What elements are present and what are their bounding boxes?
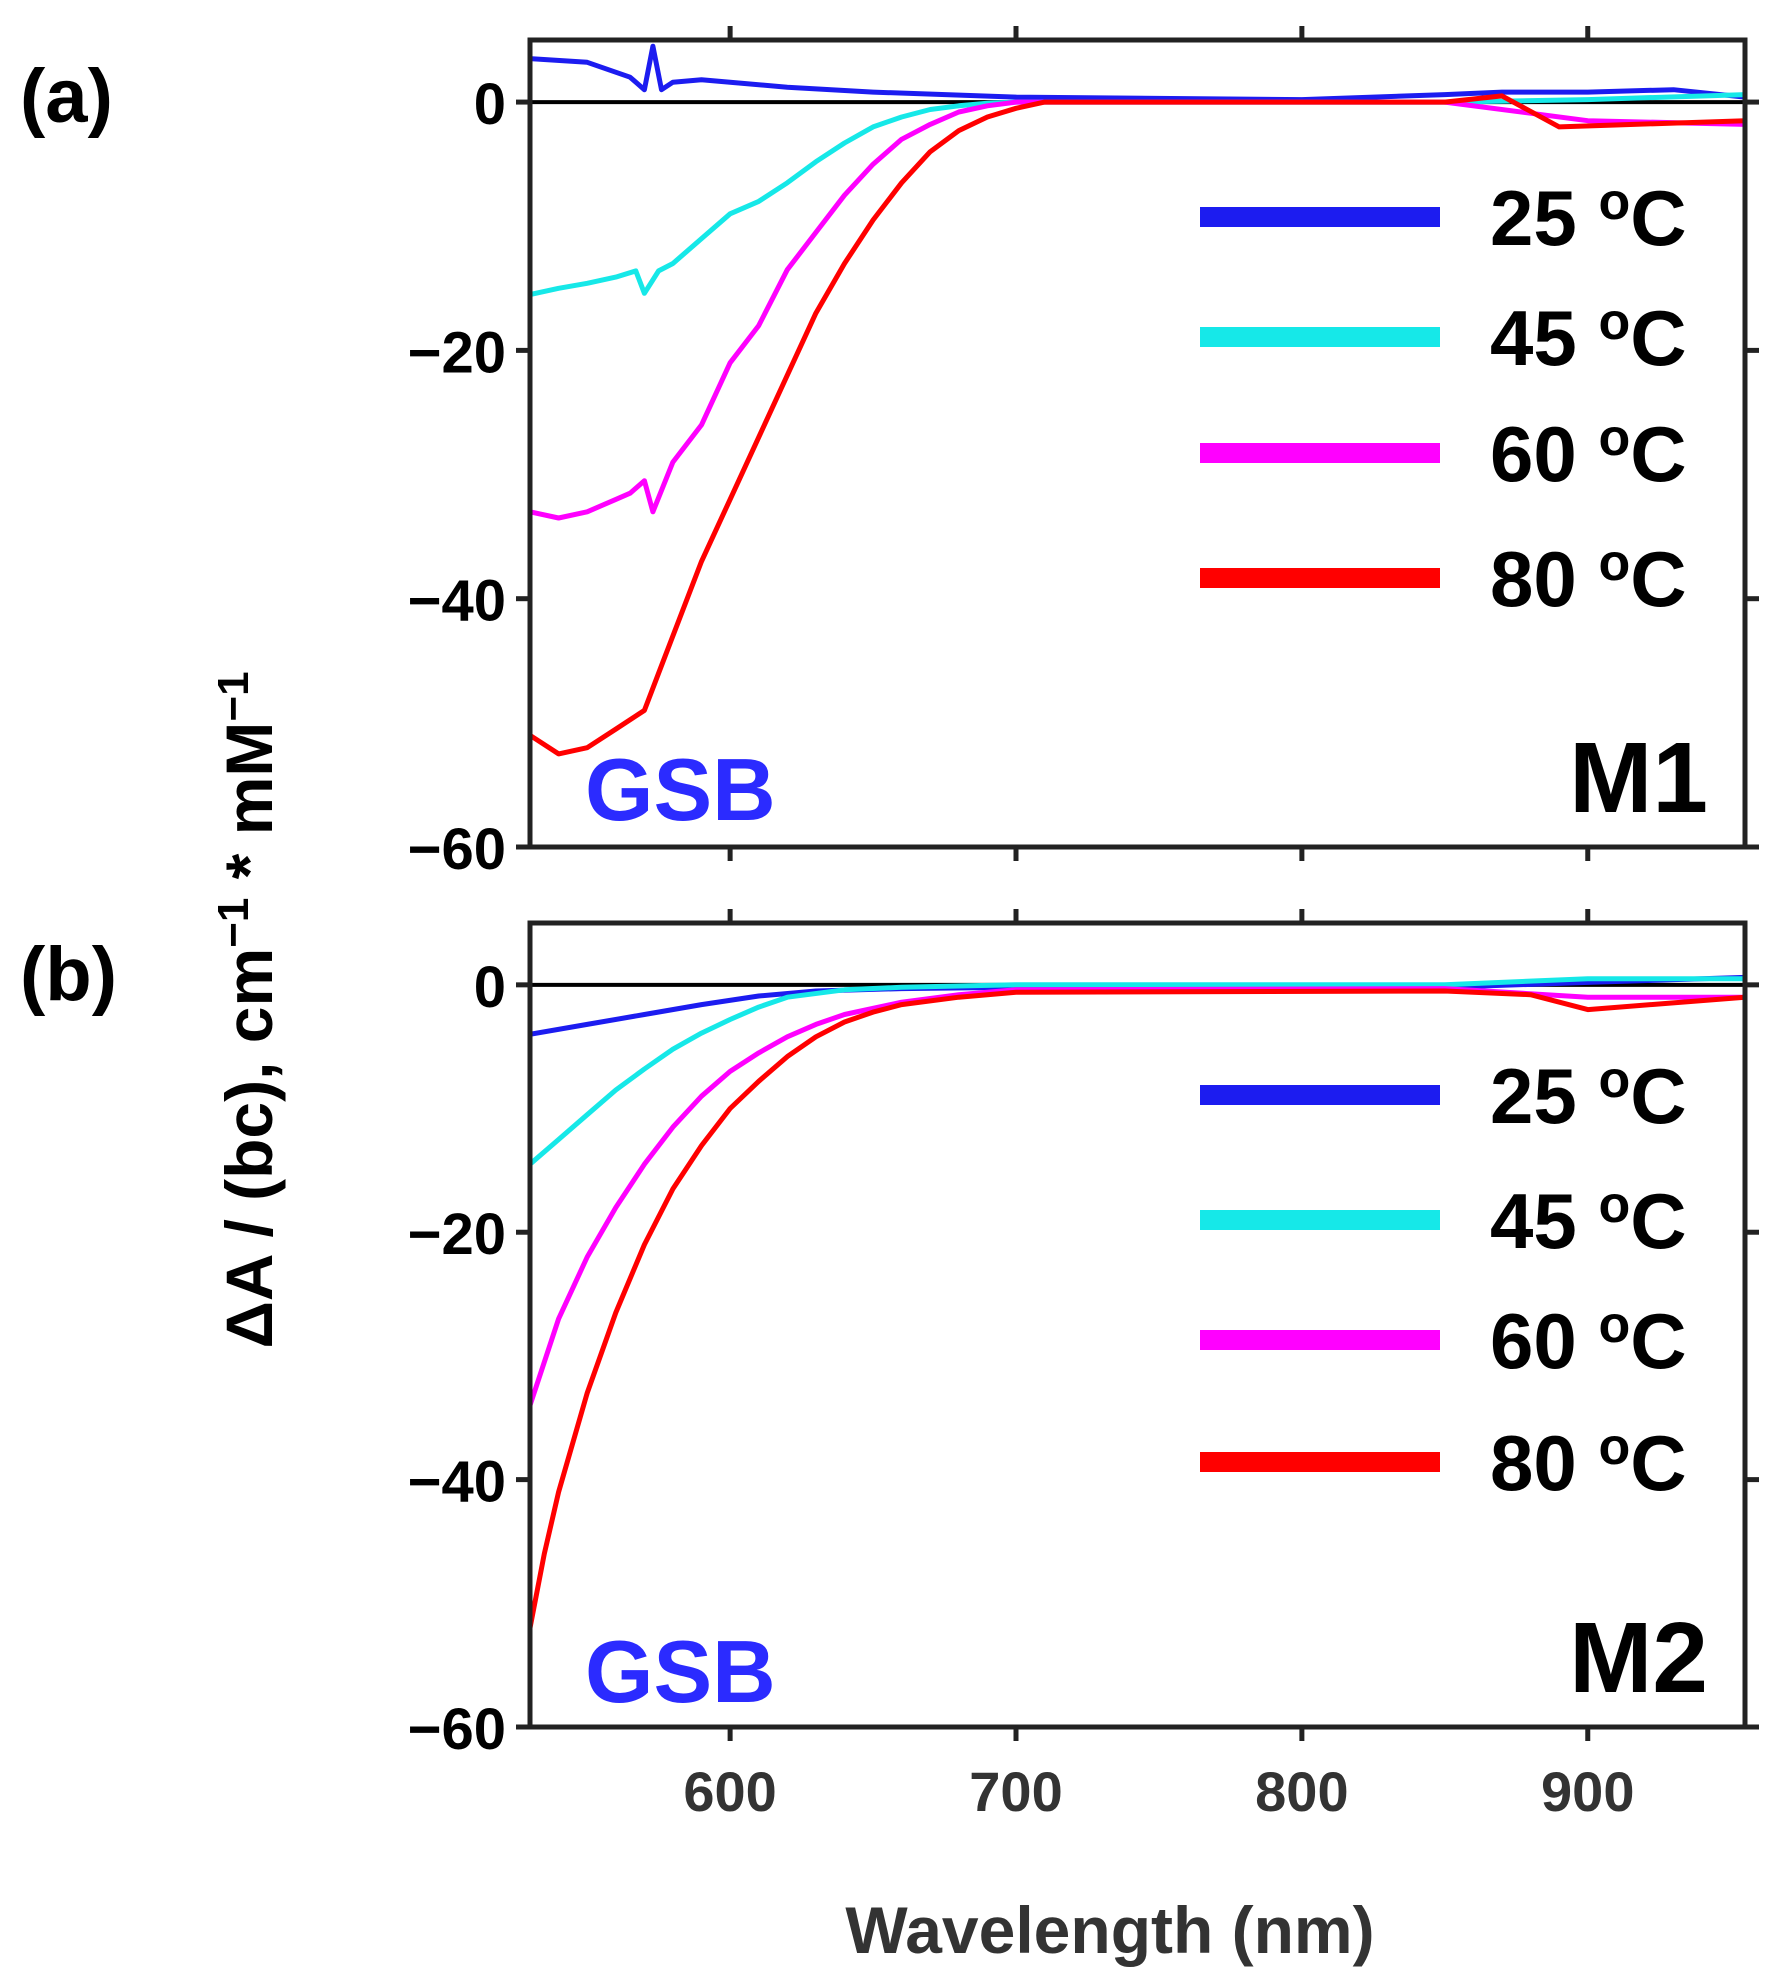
legend-unit: C bbox=[1630, 1177, 1686, 1265]
sample-label-a: M1 bbox=[1569, 722, 1708, 834]
y-tick-label: −40 bbox=[408, 1450, 506, 1515]
y-tick-label: 0 bbox=[474, 72, 506, 137]
legend-temp: 45 bbox=[1490, 1177, 1598, 1265]
legend-label-45C: 45 oC bbox=[1490, 293, 1687, 382]
legend-temp: 80 bbox=[1490, 1419, 1598, 1507]
legend-temp: 45 bbox=[1490, 294, 1598, 382]
legend-unit: C bbox=[1630, 294, 1686, 382]
legend-unit: C bbox=[1630, 1297, 1686, 1385]
series-line-80C bbox=[530, 988, 1745, 1629]
x-axis-label: Wavelength (nm) bbox=[845, 1893, 1374, 1967]
legend-label-80C: 80 oC bbox=[1490, 1418, 1687, 1507]
legend-label-60C: 60 oC bbox=[1490, 1296, 1687, 1385]
y-axis-label-sup1: −1 bbox=[209, 898, 258, 948]
legend-unit: C bbox=[1630, 535, 1686, 623]
y-axis-label-mid: * mM bbox=[212, 722, 286, 898]
plot-frame bbox=[527, 37, 1748, 850]
gsb-annotation-a: GSB bbox=[585, 740, 776, 839]
plot-frame bbox=[527, 920, 1748, 1730]
legend-temp: 25 bbox=[1490, 174, 1598, 262]
legend-unit: C bbox=[1630, 1052, 1686, 1140]
x-tick-label: 900 bbox=[1541, 1760, 1634, 1823]
gsb-annotation-b: GSB bbox=[585, 1622, 776, 1721]
panel-label-a: (a) bbox=[20, 54, 113, 139]
legend-degree: o bbox=[1598, 534, 1630, 592]
legend-temp: 25 bbox=[1490, 1052, 1598, 1140]
legend-unit: C bbox=[1630, 1419, 1686, 1507]
legend-degree: o bbox=[1598, 293, 1630, 351]
legend-temp: 60 bbox=[1490, 410, 1598, 498]
y-tick-label: −20 bbox=[408, 320, 506, 385]
series-group bbox=[530, 43, 1745, 757]
legend-degree: o bbox=[1598, 1296, 1630, 1354]
legend-temp: 80 bbox=[1490, 535, 1598, 623]
legend-label-80C: 80 oC bbox=[1490, 534, 1687, 623]
series-line-25C bbox=[530, 43, 1745, 103]
legend-degree: o bbox=[1598, 1176, 1630, 1234]
series-line-45C bbox=[530, 976, 1745, 1167]
sample-label-b: M2 bbox=[1569, 1602, 1708, 1714]
legend-degree: o bbox=[1598, 1051, 1630, 1109]
y-axis-label-sup2: −1 bbox=[209, 671, 258, 721]
legend-label-45C: 45 oC bbox=[1490, 1176, 1687, 1265]
series-line-80C bbox=[530, 93, 1745, 757]
series-line-60C bbox=[530, 99, 1745, 521]
x-tick-label: 600 bbox=[683, 1760, 776, 1823]
y-tick-label: −20 bbox=[408, 1202, 506, 1267]
legend-degree: o bbox=[1598, 173, 1630, 231]
legend-temp: 60 bbox=[1490, 1297, 1598, 1385]
legend-label-60C: 60 oC bbox=[1490, 409, 1687, 498]
legend-label-25C: 25 oC bbox=[1490, 173, 1687, 262]
x-tick-label: 800 bbox=[1255, 1760, 1348, 1823]
y-axis-label: ΔA / (bc), cm−1 * mM−1 bbox=[209, 671, 286, 1348]
panel-label-b: (b) bbox=[20, 932, 117, 1017]
x-tick-label: 700 bbox=[969, 1760, 1062, 1823]
y-tick-label: −40 bbox=[408, 569, 506, 634]
y-tick-label: −60 bbox=[408, 817, 506, 882]
y-tick-label: 0 bbox=[474, 955, 506, 1020]
legend-unit: C bbox=[1630, 174, 1686, 262]
legend-degree: o bbox=[1598, 1418, 1630, 1476]
y-tick-label: −60 bbox=[408, 1697, 506, 1762]
y-axis-label-main: ΔA / (bc), cm bbox=[212, 948, 286, 1349]
legend-label-25C: 25 oC bbox=[1490, 1051, 1687, 1140]
series-group bbox=[530, 974, 1745, 1629]
legend-unit: C bbox=[1630, 410, 1686, 498]
legend-degree: o bbox=[1598, 409, 1630, 467]
